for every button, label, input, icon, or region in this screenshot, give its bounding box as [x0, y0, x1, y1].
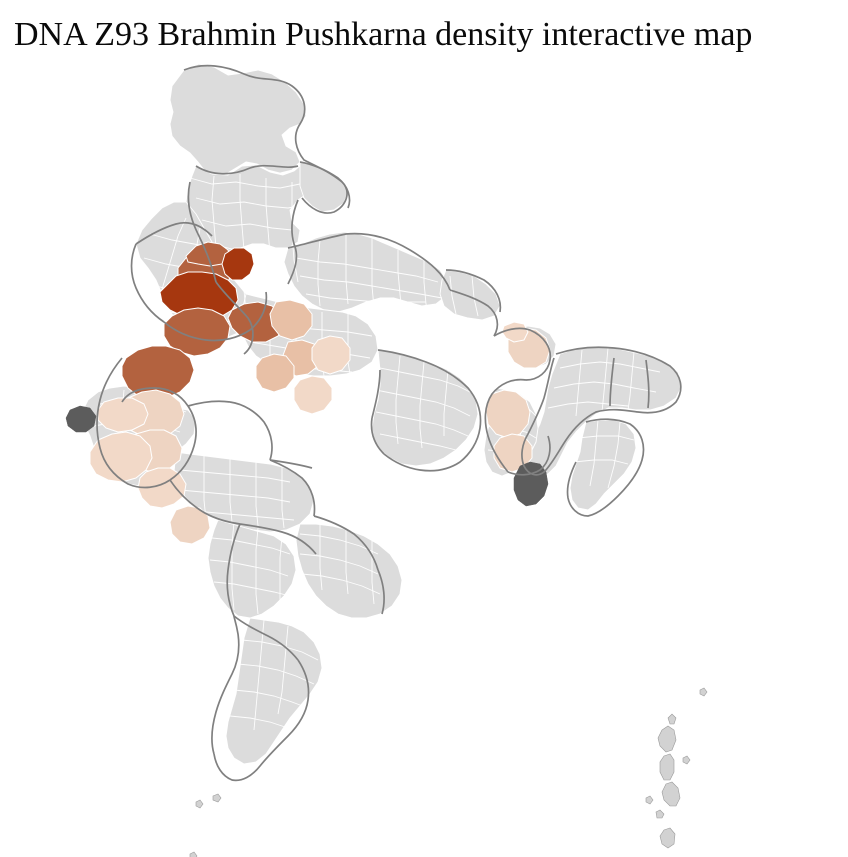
state-telangana-andhra[interactable]	[295, 523, 403, 619]
state-karnataka[interactable]	[207, 519, 297, 619]
page-title: DNA Z93 Brahmin Pushkarna density intera…	[14, 16, 753, 53]
district-kota-bundi[interactable]	[255, 353, 295, 393]
district-alwar[interactable]	[269, 299, 313, 341]
state-ladakh-jk[interactable]	[169, 63, 307, 177]
lakshadweep-islands[interactable]	[189, 793, 222, 857]
district-pali[interactable]	[163, 307, 231, 357]
district-border-mesh	[93, 174, 661, 731]
region-south-24-parganas[interactable]	[513, 461, 549, 507]
map-svg[interactable]	[0, 58, 848, 857]
india-choropleth-map[interactable]	[0, 58, 848, 857]
district-jalore-sirohi[interactable]	[121, 345, 195, 401]
district-gwalior[interactable]	[293, 375, 333, 415]
district-churu[interactable]	[221, 247, 255, 281]
state-northeast-arms[interactable]	[569, 419, 637, 511]
region-rann-of-kachchh[interactable]	[65, 405, 97, 433]
map-layers	[65, 63, 708, 857]
state-tamilnadu-kerala[interactable]	[225, 617, 323, 765]
district-sikkim[interactable]	[501, 321, 529, 343]
andaman-nicobar-islands[interactable]	[645, 687, 708, 857]
district-saurashtra-rajkot[interactable]	[89, 431, 153, 483]
state-uttar-pradesh[interactable]	[283, 231, 449, 313]
district-agra-mathura[interactable]	[311, 335, 351, 375]
choropleth-districts[interactable]	[89, 241, 551, 545]
state-boundaries	[96, 64, 682, 782]
no-data-regions[interactable]	[65, 405, 549, 507]
islands[interactable]	[189, 687, 708, 857]
state-east-belt[interactable]	[371, 349, 479, 467]
state-bihar[interactable]	[439, 269, 501, 321]
